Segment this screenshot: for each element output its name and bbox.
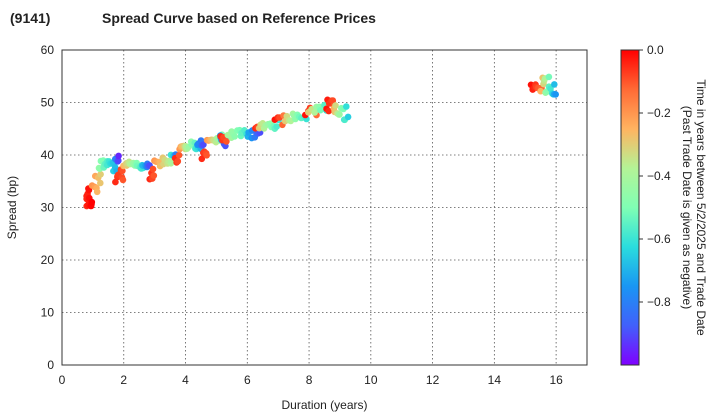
data-point xyxy=(97,171,104,178)
x-tick-label: 10 xyxy=(364,373,378,387)
y-tick-label: 30 xyxy=(41,201,55,215)
data-point xyxy=(149,165,157,173)
x-tick-label: 8 xyxy=(306,373,313,387)
colorbar-frame xyxy=(620,49,640,366)
colorbar-tick-label: 0.0 xyxy=(647,43,664,57)
colorbar-tick-label: −0.6 xyxy=(647,232,671,246)
x-axis-label: Duration (years) xyxy=(281,398,367,412)
data-point xyxy=(273,123,281,130)
x-tick-label: 12 xyxy=(426,373,440,387)
data-point xyxy=(174,158,181,165)
x-tick-label: 0 xyxy=(59,373,66,387)
data-point xyxy=(112,178,119,186)
data-point xyxy=(88,198,96,206)
data-point xyxy=(311,109,319,116)
y-tick-label: 20 xyxy=(41,253,55,267)
colorbar-tick-label: −0.4 xyxy=(647,169,671,183)
plot-frame xyxy=(61,49,588,366)
colorbar-tick-label: −0.2 xyxy=(647,106,671,120)
data-point xyxy=(332,102,339,109)
y-tick-label: 60 xyxy=(41,43,55,57)
data-point xyxy=(200,141,207,148)
colorbar-label-line2: (Past Trade Date is given as negative) xyxy=(680,106,694,309)
data-point xyxy=(119,176,127,184)
data-point xyxy=(115,157,122,164)
x-tick-labels: 0 2 4 6 8 10 12 14 16 xyxy=(59,373,563,387)
chart-title: Spread Curve based on Reference Prices xyxy=(102,10,376,26)
data-point xyxy=(150,172,158,179)
x-tick-label: 16 xyxy=(549,373,563,387)
x-tick-label: 6 xyxy=(244,373,251,387)
x-tick-label: 4 xyxy=(182,373,189,387)
colorbar xyxy=(621,50,639,365)
data-point xyxy=(231,133,238,140)
y-tick-label: 40 xyxy=(41,148,55,162)
x-tick-label: 2 xyxy=(120,373,127,387)
y-tick-label: 50 xyxy=(41,96,55,110)
data-point xyxy=(336,111,343,118)
y-tick-labels: 0 10 20 30 40 50 60 xyxy=(41,43,55,372)
x-tick-label: 14 xyxy=(488,373,502,387)
y-tick-label: 0 xyxy=(47,358,54,372)
data-point xyxy=(551,81,558,88)
colorbar-tick-labels: 0.0 −0.2 −0.4 −0.6 −0.8 xyxy=(639,43,671,309)
grid-lines xyxy=(62,50,587,365)
data-point xyxy=(175,151,183,159)
data-point xyxy=(552,91,559,98)
data-point xyxy=(329,97,337,104)
colorbar-label-line1: Time in years between 5/2/2025 and Trade… xyxy=(694,79,708,336)
data-point xyxy=(203,152,210,159)
data-point xyxy=(115,152,122,160)
data-point xyxy=(343,103,350,110)
data-point xyxy=(325,107,333,115)
colorbar-tick-label: −0.8 xyxy=(647,295,671,309)
data-point xyxy=(198,155,206,163)
y-tick-label: 10 xyxy=(41,306,55,320)
data-point xyxy=(545,73,553,81)
data-point xyxy=(317,106,324,114)
data-point xyxy=(119,167,126,175)
data-point xyxy=(344,113,352,121)
data-point xyxy=(93,188,101,196)
data-point xyxy=(97,179,104,187)
data-point xyxy=(223,138,230,145)
data-points xyxy=(83,73,559,210)
chart-title-code: (9141) xyxy=(10,10,50,26)
y-axis-label: Spread (bp) xyxy=(5,176,19,239)
